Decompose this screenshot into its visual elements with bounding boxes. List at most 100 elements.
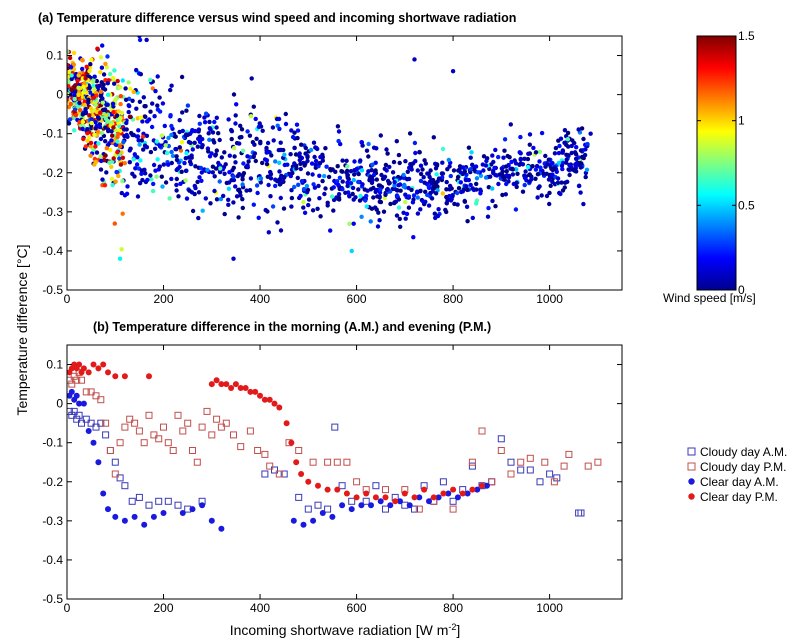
scatter-point: [202, 120, 208, 125]
scatter-point: [398, 224, 403, 229]
scatter-point: [80, 57, 85, 63]
scatter-point: [226, 197, 231, 202]
series-point: [324, 486, 331, 493]
scatter-point: [538, 165, 543, 170]
scatter-point: [229, 178, 234, 183]
scatter-point: [527, 179, 532, 184]
panel-b-axes-box: [66, 344, 623, 600]
scatter-point: [266, 230, 271, 235]
series-point: [68, 411, 76, 419]
colorbar-label: Wind speed [m/s]: [663, 291, 756, 305]
series-point: [469, 486, 476, 493]
scatter-point: [435, 213, 441, 219]
scatter-point: [177, 145, 182, 150]
scatter-point: [312, 185, 318, 190]
scatter-point: [264, 150, 269, 155]
series-point: [353, 494, 360, 501]
scatter-point: [387, 164, 392, 170]
scatter-point: [555, 180, 561, 185]
scatter-point: [253, 158, 258, 164]
scatter-point: [67, 91, 70, 97]
scatter-point: [584, 167, 590, 172]
series-point: [483, 482, 490, 489]
scatter-point: [126, 103, 131, 108]
series-point: [106, 447, 114, 454]
series-point: [348, 497, 356, 505]
scatter-point: [556, 160, 562, 166]
scatter-point: [533, 150, 539, 155]
scatter-point: [112, 81, 117, 86]
scatter-point: [98, 70, 103, 75]
scatter-point: [245, 163, 250, 168]
scatter-point: [118, 162, 124, 167]
scatter-point: [124, 132, 129, 138]
scatter-point: [115, 139, 120, 144]
scatter-point: [177, 118, 182, 123]
scatter-point: [345, 175, 350, 180]
scatter-point: [185, 103, 191, 108]
scatter-point: [103, 139, 108, 144]
series-point: [128, 497, 136, 505]
series-point: [517, 466, 525, 474]
scatter-point: [238, 193, 243, 198]
scatter-point: [520, 189, 526, 194]
scatter-point: [155, 107, 161, 112]
scatter-point: [488, 174, 493, 179]
scatter-point: [277, 169, 282, 174]
scatter-point: [157, 143, 163, 148]
scatter-point: [101, 72, 107, 77]
series-point: [382, 505, 389, 513]
scatter-point: [86, 97, 91, 103]
scatter-point: [543, 153, 548, 159]
scatter-point: [69, 87, 74, 93]
series-point: [97, 396, 105, 404]
scatter-point: [510, 167, 515, 172]
scatter-point: [359, 140, 364, 145]
scatter-point: [273, 183, 278, 189]
scatter-point: [91, 95, 97, 100]
scatter-point: [292, 184, 297, 190]
scatter-point: [244, 188, 249, 193]
scatter-point: [197, 121, 202, 127]
series-point: [468, 462, 476, 470]
scatter-point: [94, 78, 100, 84]
scatter-point: [213, 153, 218, 158]
scatter-point: [588, 131, 593, 136]
scatter-point: [116, 109, 121, 114]
scatter-point: [196, 215, 201, 221]
scatter-point: [180, 110, 185, 115]
scatter-point: [535, 172, 541, 177]
scatter-point: [125, 184, 130, 189]
scatter-point: [73, 113, 79, 118]
scatter-point: [277, 160, 282, 165]
scatter-point: [134, 67, 139, 73]
scatter-point: [234, 194, 240, 199]
scatter-point: [565, 130, 571, 136]
scatter-point: [415, 211, 421, 216]
scatter-point: [120, 178, 125, 184]
scatter-point: [413, 159, 418, 164]
scatter-point: [336, 182, 341, 187]
scatter-point: [111, 110, 116, 115]
y-tick-label: 0: [56, 88, 63, 102]
scatter-point: [550, 179, 555, 184]
scatter-point: [567, 172, 572, 178]
scatter-point: [520, 162, 526, 167]
scatter-point: [117, 144, 123, 149]
series-point: [228, 385, 235, 391]
scatter-point: [94, 109, 100, 115]
scatter-point: [199, 170, 204, 175]
scatter-point: [323, 146, 328, 151]
scatter-point: [83, 106, 88, 112]
scatter-point: [373, 189, 378, 195]
scatter-point: [539, 193, 544, 198]
scatter-point: [174, 167, 179, 173]
scatter-point: [85, 138, 90, 144]
scatter-point: [552, 151, 558, 156]
scatter-point: [256, 215, 261, 220]
scatter-point: [583, 174, 588, 180]
series-point: [411, 505, 418, 513]
scatter-point: [130, 98, 135, 104]
legend-marker: [688, 493, 695, 500]
scatter-point: [248, 176, 254, 181]
